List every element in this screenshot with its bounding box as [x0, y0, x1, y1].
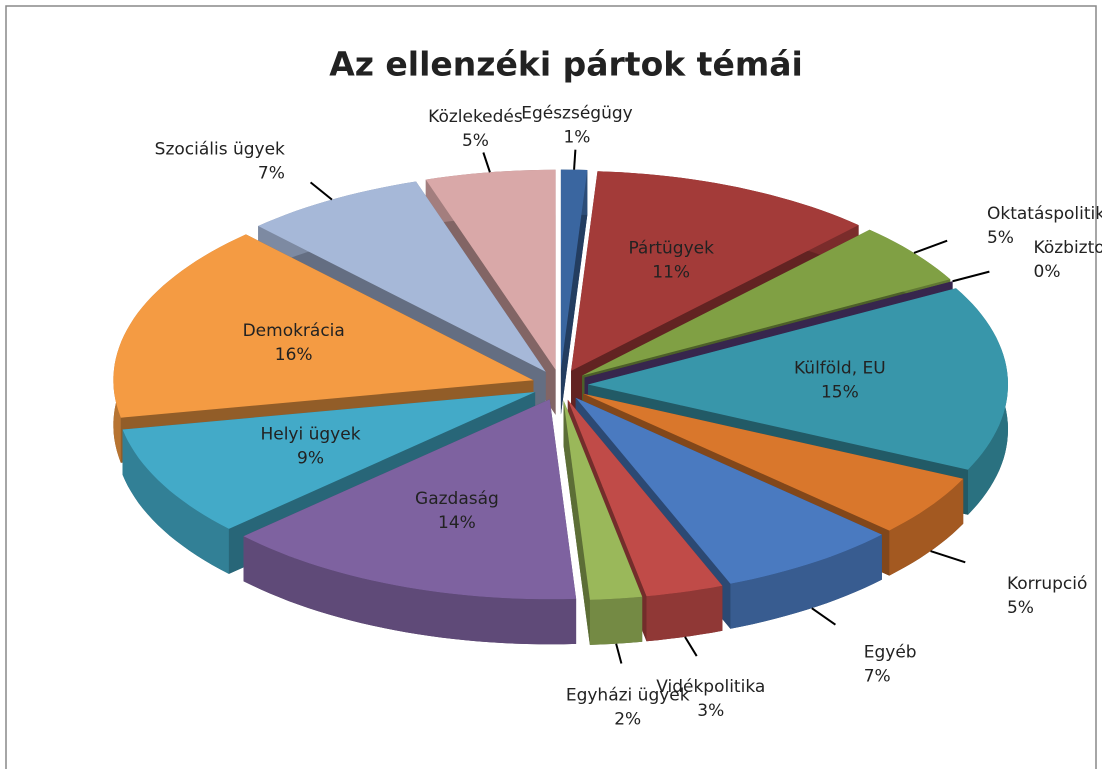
slice-wall — [889, 478, 964, 576]
slice-value: 11% — [652, 263, 690, 283]
slice-label: Közlekedés — [428, 107, 523, 127]
slice-label: Pártügyek — [628, 239, 714, 259]
slice-wall — [243, 536, 577, 645]
slice-label: Demokrácia — [243, 321, 345, 341]
slice-value: 15% — [821, 383, 859, 403]
slice-label: Egészségügy — [521, 104, 633, 124]
slice-top — [113, 234, 534, 418]
slice-wall — [730, 534, 882, 629]
slice-top — [582, 229, 951, 376]
leader-line — [684, 636, 698, 657]
slice-top — [122, 392, 536, 529]
leader-line — [482, 152, 491, 173]
slice-value: 16% — [275, 345, 313, 365]
slice-top — [575, 397, 882, 584]
leader-line — [930, 550, 966, 564]
leader-line — [913, 239, 948, 254]
slice-label: Oktatáspolitika — [987, 204, 1102, 224]
slice-label: Egyéb — [864, 643, 917, 663]
slice-top — [571, 171, 859, 371]
slice-value: 5% — [1007, 598, 1034, 618]
slice-value: 7% — [258, 164, 285, 184]
leader-line — [952, 270, 990, 283]
slice-label: Közbiztonság — [1034, 238, 1102, 258]
slice-value: 2% — [614, 709, 641, 729]
slice-top — [563, 400, 643, 600]
slice — [563, 400, 643, 645]
leader-line — [615, 643, 623, 664]
slice-value: 5% — [987, 228, 1014, 248]
slice-value: 5% — [462, 131, 489, 151]
slice-side — [560, 170, 588, 415]
leader-line — [309, 181, 333, 201]
slice-label: Korrupció — [1007, 574, 1087, 594]
slice — [560, 169, 588, 415]
slice-top — [567, 399, 723, 597]
slice — [243, 399, 577, 645]
slice-value: 0% — [1034, 262, 1061, 282]
chart-title: Az ellenzéki pártok témái — [329, 45, 803, 84]
slice-wall — [646, 585, 723, 642]
slice-label: Helyi ügyek — [260, 424, 360, 444]
slice-label: Külföld, EU — [794, 359, 886, 379]
slice-value: 7% — [864, 667, 891, 687]
slice-label: Gazdaság — [415, 489, 499, 509]
slice-side — [563, 400, 590, 645]
slice-wall — [589, 596, 643, 645]
slice-top — [258, 181, 546, 372]
slice-top — [560, 169, 588, 370]
slice-wall — [122, 429, 229, 574]
leader-line — [573, 149, 577, 170]
leader-line — [811, 607, 836, 626]
slice-top — [243, 399, 577, 600]
slice-top — [583, 393, 964, 531]
slice-label: Szociális ügyek — [155, 140, 285, 160]
slice-top — [588, 288, 1008, 470]
slice-label: Egyházi ügyek — [566, 685, 690, 705]
slice-value: 14% — [438, 513, 476, 533]
slice-value: 1% — [563, 128, 590, 148]
slice-value: 3% — [697, 701, 724, 721]
slice-value: 9% — [297, 448, 324, 468]
slice-label: Vidékpolitika — [656, 677, 765, 697]
slice-top — [425, 169, 556, 370]
